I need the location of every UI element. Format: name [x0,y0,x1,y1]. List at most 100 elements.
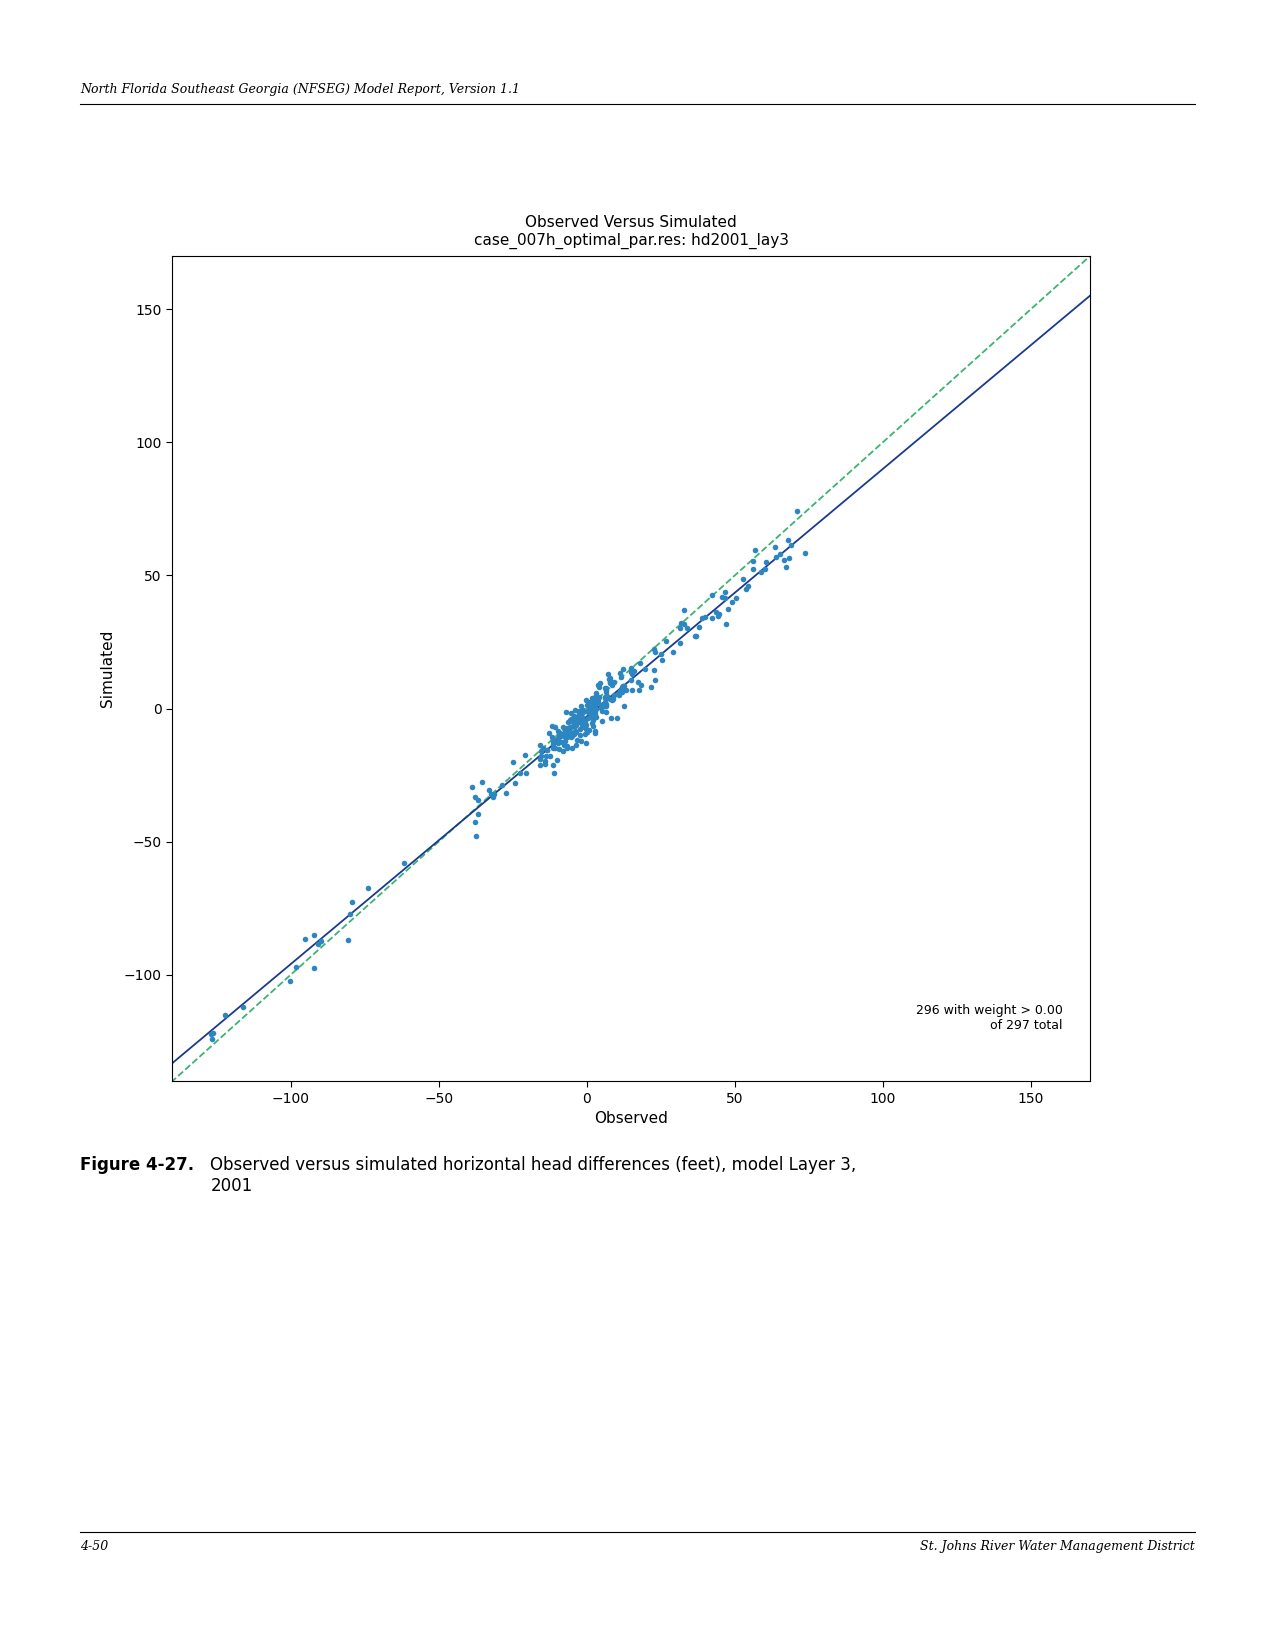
Point [280,967,301,994]
Point [203,1020,223,1047]
Point [468,788,488,814]
Point [529,751,550,778]
Point [595,685,616,712]
Point [685,622,705,649]
Point [602,672,622,698]
Point [538,720,558,746]
Point [468,801,488,827]
Point [536,743,556,769]
Point [599,667,620,693]
Point [551,720,571,746]
Point [652,647,672,674]
Point [722,589,742,616]
Point [774,546,794,573]
Point [623,659,644,685]
Point [566,712,586,738]
Point [547,725,567,751]
Point [585,718,606,745]
Point [542,712,562,738]
Point [585,692,606,718]
Point [595,679,616,705]
Point [692,604,713,631]
Point [601,705,621,731]
Point [576,687,597,713]
Point [462,774,482,801]
Point [557,708,578,735]
Point [594,693,615,720]
Point [595,685,616,712]
Point [705,599,725,626]
Point [532,743,552,769]
Point [561,725,581,751]
Point [576,692,597,718]
Point [644,657,664,684]
Text: 296 with weight > 0.00
of 297 total: 296 with weight > 0.00 of 297 total [915,1004,1062,1032]
Point [557,715,578,741]
Point [546,715,566,741]
Point [714,584,734,611]
Point [552,730,572,756]
Point [561,707,581,733]
Point [561,721,581,748]
Point [743,556,764,583]
Point [570,721,590,748]
Point [532,738,552,764]
Point [595,677,616,703]
Point [484,781,505,807]
Point [756,548,776,575]
Point [578,698,598,725]
Point [709,601,729,627]
Point [599,665,620,692]
Point [562,735,583,761]
Point [594,692,615,718]
Point [751,558,771,584]
Point [586,680,607,707]
Y-axis label: Simulated: Simulated [101,631,115,707]
Point [779,545,799,571]
Point [701,583,722,609]
Point [584,695,604,721]
Point [565,697,585,723]
Point [592,692,612,718]
Point [560,713,580,740]
Point [311,928,332,954]
Point [778,527,798,553]
Point [603,685,623,712]
Point [612,679,632,705]
Point [553,731,574,758]
Point [585,700,606,726]
Point [597,690,617,717]
Text: Figure 4-27.: Figure 4-27. [80,1156,195,1174]
Point [550,720,570,746]
Point [571,702,592,728]
Point [467,822,487,849]
Point [629,677,649,703]
Point [534,751,555,778]
Point [566,708,586,735]
Point [556,698,576,725]
Point [533,735,553,761]
Point [595,684,616,710]
Point [765,543,785,570]
Point [579,692,599,718]
Point [583,693,603,720]
Point [572,705,593,731]
Point [232,994,252,1020]
Point [595,692,616,718]
Point [492,771,513,797]
Point [673,596,694,622]
Point [611,664,631,690]
Point [701,604,722,631]
Point [584,698,604,725]
Point [537,736,557,763]
Point [543,735,564,761]
Point [613,674,634,700]
X-axis label: Observed: Observed [594,1111,668,1126]
Point [572,713,593,740]
Point [571,712,592,738]
Point [580,690,601,717]
Point [464,784,484,811]
Point [765,533,785,560]
Point [609,659,630,685]
Point [555,718,575,745]
